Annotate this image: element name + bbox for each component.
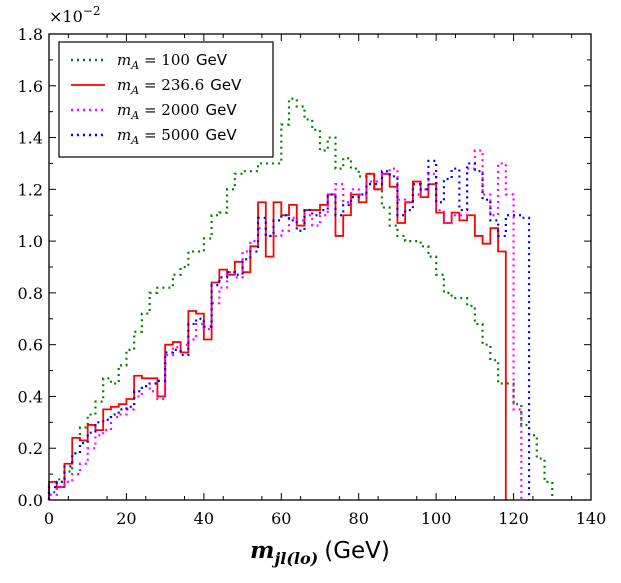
legend-label: mA = 100 GeV	[117, 51, 228, 72]
y-scale-exponent: −2	[83, 4, 101, 18]
legend-label-sub: A	[130, 84, 139, 97]
y-scale-multiplier: ×10−2	[49, 4, 100, 26]
series-ma-236-6-gev	[48, 172, 507, 500]
y-tick-label: 0.6	[18, 336, 43, 355]
legend-label-unit: GeV	[205, 126, 237, 144]
y-tick-label: 1.0	[18, 232, 43, 251]
y-tick-label: 1.8	[18, 25, 43, 44]
legend-label-value: = 5000	[139, 126, 199, 144]
series-line-ma-236-6-gev	[48, 172, 507, 500]
y-tick-label: 1.2	[18, 180, 43, 199]
y-tick-label: 0.2	[18, 439, 43, 458]
x-tick-label: 0	[44, 509, 54, 528]
legend-label-sub: A	[130, 59, 139, 72]
legend-label-var: m	[117, 126, 131, 144]
legend-label-unit: GeV	[205, 101, 237, 119]
legend-label-unit: GeV	[196, 51, 228, 69]
x-tick-label: 140	[576, 509, 607, 528]
x-axis-label-var: m	[250, 537, 274, 564]
legend-label-unit: GeV	[210, 76, 242, 94]
legend-label-sub: A	[130, 134, 139, 147]
legend-label-var: m	[117, 76, 131, 94]
x-tick-label: 60	[271, 509, 291, 528]
x-axis-label-sub: jl(lo)	[271, 549, 318, 568]
series-ma-100-gev	[47, 97, 554, 500]
x-tick-label: 80	[349, 509, 369, 528]
legend-label-value: = 2000	[139, 101, 199, 119]
legend-label-value: = 100	[139, 51, 190, 69]
legend-label: mA = 2000 GeV	[117, 101, 237, 122]
x-tick-label: 20	[116, 509, 136, 528]
series-line-ma-2000-gev	[47, 149, 523, 500]
y-tick-label: 1.4	[18, 129, 43, 148]
x-axis-label-unit: (GeV)	[324, 538, 390, 564]
x-axis-label: mjl(lo) (GeV)	[250, 537, 390, 568]
x-tick-label: 40	[194, 509, 214, 528]
legend-label-value: = 236.6	[139, 76, 204, 94]
series-layer	[47, 97, 554, 500]
legend-label: mA = 236.6 GeV	[117, 76, 242, 97]
ticks-layer: 0 20 40 60 80 100 120 140 0.0 0.2 0.4 0.6 0.8 1.0 1.2 1…	[18, 25, 607, 528]
series-ma-5000-gev	[47, 159, 531, 500]
y-scale-base: ×10	[49, 7, 83, 26]
series-line-ma-100-gev	[47, 97, 554, 500]
legend-label: mA = 5000 GeV	[117, 126, 237, 147]
x-tick-label: 100	[421, 509, 452, 528]
series-ma-2000-gev	[47, 149, 523, 500]
y-tick-label: 0.4	[18, 387, 43, 406]
legend-label-sub: A	[130, 109, 139, 122]
y-tick-label: 0.0	[18, 491, 43, 510]
legend-label-var: m	[117, 51, 131, 69]
y-tick-label: 1.6	[18, 77, 43, 96]
legend-box	[58, 41, 274, 158]
y-tick-label: 0.8	[18, 284, 43, 303]
legend-label-var: m	[117, 101, 131, 119]
x-tick-label: 120	[498, 509, 529, 528]
series-line-ma-5000-gev	[47, 159, 531, 500]
